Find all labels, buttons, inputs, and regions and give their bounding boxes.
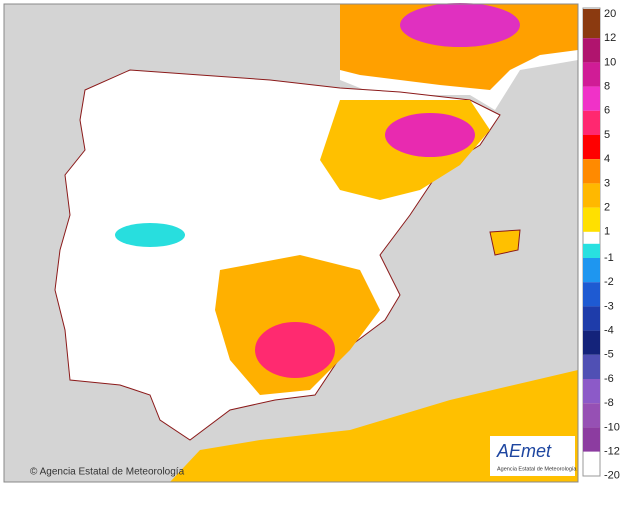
legend-label: 10 — [604, 56, 616, 68]
france-hot — [400, 3, 520, 47]
logo-name: AEmet — [496, 441, 552, 461]
legend-box — [583, 306, 600, 331]
legend-box — [583, 258, 600, 283]
africa — [170, 370, 578, 482]
legend-label: 20 — [604, 8, 616, 20]
legend-label: 6 — [604, 105, 610, 117]
ebro-hot — [385, 113, 475, 157]
legend-box — [583, 135, 600, 160]
legend-box — [583, 330, 600, 355]
legend-label: 1 — [604, 226, 610, 238]
logo-subtitle: Agencia Estatal de Meteorología — [497, 466, 577, 472]
legend-box — [583, 159, 600, 184]
legend-box — [583, 207, 600, 232]
legend-label: 8 — [604, 81, 610, 93]
legend-label: -8 — [604, 397, 614, 409]
logo-box — [490, 436, 575, 476]
legend-box — [583, 86, 600, 111]
legend-label: 4 — [604, 153, 610, 165]
legend-box — [583, 14, 600, 39]
legend: 20 12 10 8 6 5 4 3 2 1 -1 -2 -3 -4 -5 -6 -8 -10 -12 -20 — [582, 7, 620, 482]
legend-label: 5 — [604, 129, 610, 141]
south-hot — [255, 322, 335, 378]
legend-box — [583, 110, 600, 135]
legend-label: -3 — [604, 300, 614, 312]
legend-label: -6 — [604, 373, 614, 385]
legend-label: -12 — [604, 446, 620, 458]
legend-label: -1 — [604, 252, 614, 264]
legend-label: 2 — [604, 202, 610, 214]
legend-label: 3 — [604, 177, 610, 189]
legend-box — [583, 354, 600, 379]
cold-patch — [115, 223, 185, 247]
legend-label: 12 — [604, 32, 616, 44]
legend-label: -20 — [604, 470, 620, 482]
legend-box — [583, 243, 600, 258]
legend-box — [583, 379, 600, 404]
legend-label: -10 — [604, 421, 620, 433]
legend-box — [583, 183, 600, 208]
legend-box — [583, 62, 600, 87]
credit: © Agencia Estatal de Meteorología — [30, 467, 185, 478]
map: © Agencia Estatal de Meteorología AEmet … — [3, 3, 579, 483]
legend-label: -4 — [604, 325, 614, 337]
mallorca — [489, 229, 521, 256]
legend-box — [583, 282, 600, 307]
legend-box — [583, 427, 600, 452]
legend-label: -2 — [604, 276, 614, 288]
legend-box — [583, 403, 600, 428]
legend-label: -5 — [604, 349, 614, 361]
legend-box — [583, 9, 600, 14]
map-frame — [3, 3, 579, 483]
legend-box — [583, 38, 600, 63]
